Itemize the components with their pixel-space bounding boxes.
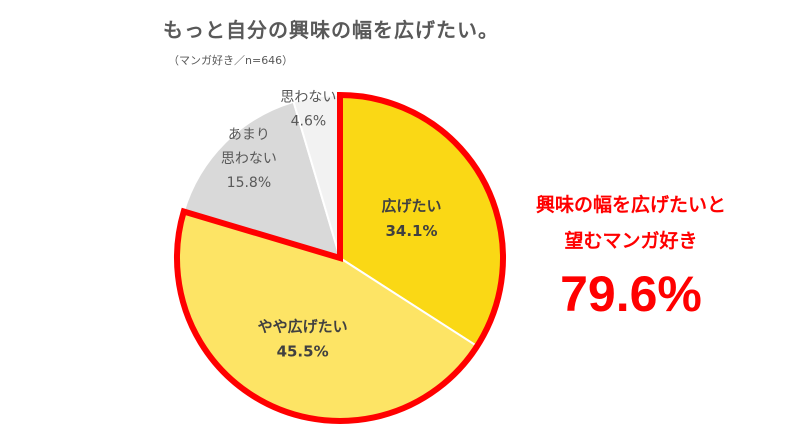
value-label-4: 4.6%: [291, 114, 327, 130]
value-label-2: 45.5%: [277, 343, 329, 361]
category-label-3-2: 思わない: [221, 151, 277, 167]
category-label-2-1: やや広げたい: [258, 318, 348, 336]
chart-title: もっと自分の興味の幅を広げたい。: [163, 18, 499, 42]
callout-line-2: 望むマンガ好き: [564, 230, 698, 252]
highlight-outline: [174, 91, 506, 424]
value-label-1: 34.1%: [385, 222, 437, 240]
callout-line-1: 興味の幅を広げたいと: [535, 194, 726, 216]
value-label-3: 15.8%: [227, 175, 271, 191]
category-label-1-1: 広げたい: [381, 197, 441, 215]
category-label-4-1: 思わない: [280, 90, 336, 106]
chart-subtitle: （マンガ好き／n=646）: [168, 54, 294, 67]
callout-total: 79.6%: [560, 266, 702, 322]
pie-slice-3: [182, 100, 342, 260]
category-label-3-1: あまり: [228, 127, 270, 143]
